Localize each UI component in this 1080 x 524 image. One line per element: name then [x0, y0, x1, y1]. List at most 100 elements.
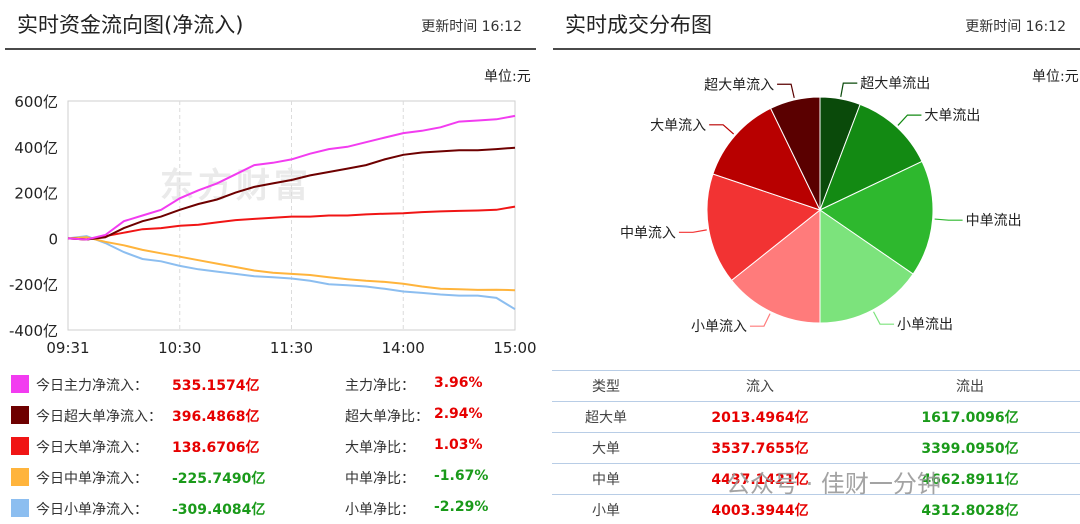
pie-slice — [819, 160, 934, 275]
y-tick-label: 600亿 — [14, 93, 58, 111]
table-row: 大单 3537.7655亿 3399.0950亿 — [552, 432, 1080, 464]
pie-slice-label: 大单流出 — [924, 108, 980, 124]
legend-label: 今日小单净流入： — [36, 502, 148, 518]
ratio-label: 超大单净比： — [345, 409, 429, 425]
row-in: 4437.1421亿 — [660, 463, 860, 495]
fund-flow-unit: 单位:元 — [484, 69, 531, 85]
trade-distribution-panel: 实时成交分布图 更新时间 16:12 单位:元 超大单流出 大单流出 中单流出 小单流… — [548, 0, 1080, 524]
ratio-value: 1.03% — [434, 437, 483, 453]
trade-distribution-title: 实时成交分布图 — [565, 13, 712, 37]
ratio-value: 3.96% — [434, 375, 483, 391]
pie-slice — [819, 209, 914, 324]
eastmoney-watermark: 东方财富 — [160, 166, 312, 206]
legend-value: -309.4084亿 — [172, 502, 266, 518]
fund-flow-header: 实时资金流向图(净流入) 更新时间 16:12 — [5, 0, 536, 50]
series-line — [67, 205, 516, 241]
flow-table-header-type: 类型 — [552, 370, 660, 402]
legend-row: 今日主力净流入： 535.1574亿 主力净比： 3.96% — [10, 369, 530, 399]
row-out: 1617.0096亿 — [860, 401, 1080, 433]
pie-slice-label: 小单流入 — [691, 319, 747, 335]
series-line — [67, 146, 516, 241]
ratio-label: 主力净比： — [345, 378, 415, 394]
legend-row: 今日中单净流入： -225.7490亿 中单净比： -1.67% — [10, 462, 530, 492]
ratio-value: 2.94% — [434, 406, 483, 422]
legend-label: 今日大单净流入： — [36, 440, 148, 456]
trade-distribution-update-time: 更新时间 16:12 — [965, 19, 1066, 35]
ratio-value: -1.67% — [434, 468, 489, 484]
pie-leader-line — [678, 229, 707, 233]
pie-slice-label: 中单流出 — [966, 213, 1022, 229]
pie-slice — [769, 96, 821, 211]
pie-leader-line — [709, 124, 735, 135]
row-type: 大单 — [552, 432, 660, 464]
pie-slice — [712, 107, 821, 211]
legend-row: 今日超大单净流入： 396.4868亿 超大单净比： 2.94% — [10, 400, 530, 430]
y-tick-label: 400亿 — [14, 139, 58, 157]
legend-label: 今日主力净流入： — [36, 378, 148, 394]
series-line — [67, 236, 516, 292]
row-type: 中单 — [552, 463, 660, 495]
x-tick-label: 15:00 — [493, 339, 536, 357]
pie-slice-label: 超大单流入 — [704, 77, 774, 93]
pie-slice — [730, 208, 821, 324]
legend-row: 今日大单净流入： 138.6706亿 大单净比： 1.03% — [10, 431, 530, 461]
table-row: 超大单 2013.4964亿 1617.0096亿 — [552, 401, 1080, 433]
row-out: 3399.0950亿 — [860, 432, 1080, 464]
pie-leader-line — [840, 82, 858, 97]
legend-value: 535.1574亿 — [172, 378, 260, 394]
trade-distribution-header: 实时成交分布图 更新时间 16:12 — [553, 0, 1080, 50]
legend-value: 396.4868亿 — [172, 409, 260, 425]
pie-slice-label: 小单流出 — [897, 317, 953, 333]
x-tick-label: 14:00 — [382, 339, 425, 357]
y-tick-label: -400亿 — [9, 322, 58, 340]
series-line — [67, 235, 516, 311]
pie-slice — [819, 103, 923, 211]
y-tick-label: 0 — [48, 230, 58, 248]
legend-swatch — [11, 499, 29, 517]
pie-leader-line — [872, 311, 895, 325]
table-row: 中单 4437.1421亿 4662.8911亿 — [552, 463, 1080, 495]
legend-label: 今日超大单净流入： — [36, 409, 162, 425]
wechat-watermark: 公众号 · 佳财一分钟 — [726, 470, 941, 498]
legend-swatch — [11, 437, 29, 455]
row-in: 4003.3944亿 — [660, 494, 860, 524]
ratio-label: 小单净比： — [345, 502, 415, 518]
row-type: 小单 — [552, 494, 660, 524]
row-out: 4312.8028亿 — [860, 494, 1080, 524]
y-tick-label: -200亿 — [9, 276, 58, 294]
y-tick-label: 200亿 — [14, 185, 58, 203]
row-in: 2013.4964亿 — [660, 401, 860, 433]
ratio-value: -2.29% — [434, 499, 489, 515]
legend-swatch — [11, 406, 29, 424]
pie-slice-label: 中单流入 — [620, 225, 676, 241]
legend-label: 今日中单净流入： — [36, 471, 148, 487]
row-out: 4662.8911亿 — [860, 463, 1080, 495]
row-type: 超大单 — [552, 401, 660, 433]
fund-flow-title: 实时资金流向图(净流入) — [17, 13, 244, 37]
flow-table-header-in: 流入 — [660, 370, 860, 402]
ratio-label: 大单净比： — [345, 440, 415, 456]
fund-flow-panel: 实时资金流向图(净流入) 更新时间 16:12 单位:元 东方财富 600亿 40… — [0, 0, 536, 524]
pie-leader-line — [777, 83, 795, 99]
flow-table-header-row: 类型 流入 流出 — [552, 370, 1080, 402]
legend-row: 今日小单净流入： -309.4084亿 小单净比： -2.29% — [10, 493, 530, 523]
pie-leader-line — [749, 313, 771, 327]
legend-swatch — [11, 375, 29, 393]
x-tick-label: 10:30 — [158, 339, 201, 357]
pie-slice-label: 大单流入 — [650, 118, 706, 134]
pie-slice-label: 超大单流出 — [860, 76, 930, 92]
ratio-label: 中单净比： — [345, 471, 415, 487]
pie-leader-line — [897, 114, 922, 126]
flow-table-header-out: 流出 — [860, 370, 1080, 402]
legend-swatch — [11, 468, 29, 486]
table-row: 小单 4003.3944亿 4312.8028亿 — [552, 494, 1080, 524]
x-tick-label: 11:30 — [270, 339, 313, 357]
legend-value: -225.7490亿 — [172, 471, 266, 487]
pie-leader-line — [934, 218, 963, 221]
trade-distribution-unit: 单位:元 — [1032, 69, 1079, 85]
legend-value: 138.6706亿 — [172, 440, 260, 456]
flow-table: 类型 流入 流出 超大单 2013.4964亿 1617.0096亿 大单 35… — [552, 370, 1080, 524]
series-line — [67, 114, 516, 241]
